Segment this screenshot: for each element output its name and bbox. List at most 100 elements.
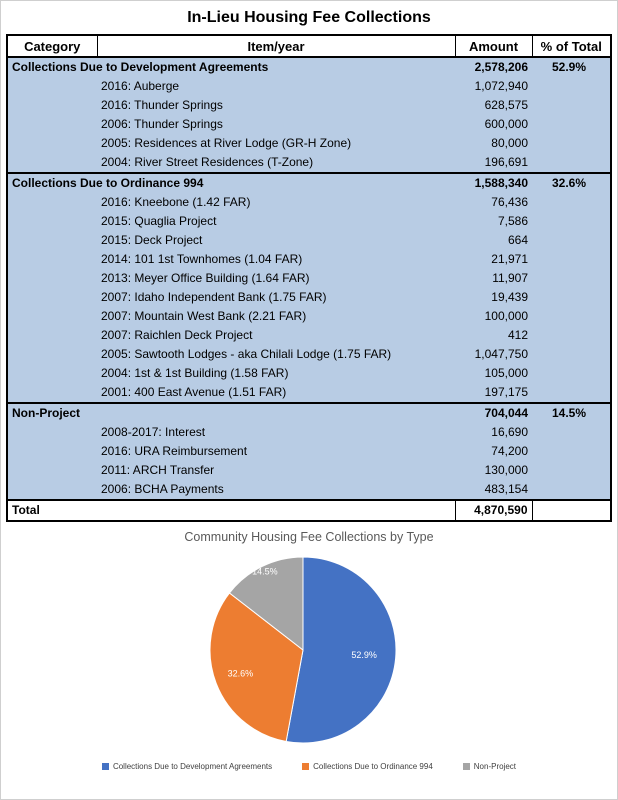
item-percent-cell <box>532 364 611 383</box>
item-label: 2001: 400 East Avenue (1.51 FAR) <box>97 383 455 403</box>
item-percent-cell <box>532 193 611 212</box>
item-label: 2015: Deck Project <box>97 231 455 250</box>
item-row: 2004: 1st & 1st Building (1.58 FAR) 105,0… <box>7 364 611 383</box>
col-header-amount: Amount <box>454 34 533 58</box>
item-percent-cell <box>532 269 611 288</box>
item-label: 2004: 1st & 1st Building (1.58 FAR) <box>97 364 455 383</box>
item-row: 2015: Deck Project 664 <box>7 231 611 250</box>
item-row: 2006: Thunder Springs 600,000 <box>7 115 611 134</box>
item-label: 2007: Raichlen Deck Project <box>97 326 455 345</box>
item-category-cell <box>7 193 97 212</box>
item-category-cell <box>7 423 97 442</box>
section-percent: 52.9% <box>532 56 611 77</box>
item-percent-cell <box>532 307 611 326</box>
item-percent-cell <box>532 423 611 442</box>
item-label: 2006: BCHA Payments <box>97 480 455 500</box>
legend-item: Collections Due to Development Agreement… <box>101 762 273 771</box>
item-label: 2014: 101 1st Townhomes (1.04 FAR) <box>97 250 455 269</box>
legend-label: Non-Project <box>473 762 517 771</box>
item-amount: 74,200 <box>455 442 532 461</box>
table-header-row: Category Item/year Amount % of Total <box>6 34 612 58</box>
fee-table: Category Item/year Amount % of Total Col… <box>6 34 612 522</box>
item-amount: 600,000 <box>455 115 532 134</box>
item-label: 2005: Sawtooth Lodges - aka Chilali Lodg… <box>97 345 455 364</box>
item-category-cell <box>7 77 97 96</box>
chart-legend: Collections Due to Development Agreement… <box>1 762 617 771</box>
item-category-cell <box>7 134 97 153</box>
item-percent-cell <box>532 250 611 269</box>
pie-slice-3 <box>228 556 304 652</box>
section-percent: 32.6% <box>532 172 611 193</box>
item-label: 2007: Mountain West Bank (2.21 FAR) <box>97 307 455 326</box>
item-amount: 1,047,750 <box>455 345 532 364</box>
chart-title: Community Housing Fee Collections by Typ… <box>184 530 434 544</box>
item-label: 2016: URA Reimbursement <box>97 442 455 461</box>
item-amount: 105,000 <box>455 364 532 383</box>
pie-chart-section: Community Housing Fee Collections by Typ… <box>1 530 617 771</box>
col-header-category: Category <box>6 34 98 58</box>
item-row: 2014: 101 1st Townhomes (1.04 FAR) 21,971 <box>7 250 611 269</box>
item-amount: 412 <box>455 326 532 345</box>
item-row: 2004: River Street Residences (T-Zone) 19… <box>7 153 611 173</box>
item-row: 2005: Sawtooth Lodges - aka Chilali Lodg… <box>7 345 611 364</box>
item-category-cell <box>7 480 97 500</box>
item-percent-cell <box>532 326 611 345</box>
section-percent: 14.5% <box>532 402 611 423</box>
item-category-cell <box>7 250 97 269</box>
item-row: 2005: Residences at River Lodge (GR-H Zo… <box>7 134 611 153</box>
item-label: 2013: Meyer Office Building (1.64 FAR) <box>97 269 455 288</box>
item-category-cell <box>7 212 97 231</box>
item-row: 2007: Raichlen Deck Project 412 <box>7 326 611 345</box>
total-row: Total 4,870,590 <box>6 499 612 522</box>
legend-label: Collections Due to Development Agreement… <box>112 762 273 771</box>
item-percent-cell <box>532 212 611 231</box>
item-row: 2008-2017: Interest 16,690 <box>7 423 611 442</box>
item-amount: 483,154 <box>455 480 532 500</box>
item-label: 2015: Quaglia Project <box>97 212 455 231</box>
pie-slice-2 <box>209 592 304 743</box>
item-row: 2016: Auberge 1,072,940 <box>7 77 611 96</box>
item-label: 2006: Thunder Springs <box>97 115 455 134</box>
legend-swatch-icon <box>462 763 470 770</box>
item-category-cell <box>7 115 97 134</box>
legend-swatch-icon <box>101 763 109 770</box>
item-category-cell <box>7 96 97 115</box>
item-label: 2008-2017: Interest <box>97 423 455 442</box>
item-row: 2011: ARCH Transfer 130,000 <box>7 461 611 480</box>
item-category-cell <box>7 364 97 383</box>
item-percent-cell <box>532 134 611 153</box>
col-header-item-year: Item/year <box>96 34 456 58</box>
item-category-cell <box>7 442 97 461</box>
item-percent-cell <box>532 442 611 461</box>
item-label: 2016: Auberge <box>97 77 455 96</box>
item-percent-cell <box>532 231 611 250</box>
item-amount: 11,907 <box>455 269 532 288</box>
section-amount: 2,578,206 <box>455 56 532 77</box>
item-amount: 1,072,940 <box>455 77 532 96</box>
item-amount: 130,000 <box>455 461 532 480</box>
total-amount: 4,870,590 <box>454 499 533 522</box>
item-category-cell <box>7 345 97 364</box>
item-label: 2011: ARCH Transfer <box>97 461 455 480</box>
legend-item: Collections Due to Ordinance 994 <box>302 762 433 771</box>
pie-slice-label: 32.6% <box>228 668 254 678</box>
item-percent-cell <box>532 288 611 307</box>
pie-slice-label: 52.9% <box>351 650 377 660</box>
item-percent-cell <box>532 153 611 173</box>
legend-swatch-icon <box>302 763 310 770</box>
item-category-cell <box>7 326 97 345</box>
item-row: 2007: Idaho Independent Bank (1.75 FAR) 1… <box>7 288 611 307</box>
item-amount: 100,000 <box>455 307 532 326</box>
item-row: 2015: Quaglia Project 7,586 <box>7 212 611 231</box>
item-row: 2016: URA Reimbursement 74,200 <box>7 442 611 461</box>
legend-item: Non-Project <box>462 762 517 771</box>
item-amount: 197,175 <box>455 383 532 403</box>
item-row: 2001: 400 East Avenue (1.51 FAR) 197,175 <box>7 383 611 403</box>
section-amount: 704,044 <box>455 402 532 423</box>
item-row: 2013: Meyer Office Building (1.64 FAR) 11… <box>7 269 611 288</box>
total-label: Total <box>6 499 456 522</box>
pie-svg: 52.9% 32.6% 14.5% <box>209 556 397 744</box>
section-header-row: Collections Due to Ordinance 994 1,588,34… <box>7 172 611 193</box>
item-label: 2005: Residences at River Lodge (GR-H Zo… <box>97 134 455 153</box>
